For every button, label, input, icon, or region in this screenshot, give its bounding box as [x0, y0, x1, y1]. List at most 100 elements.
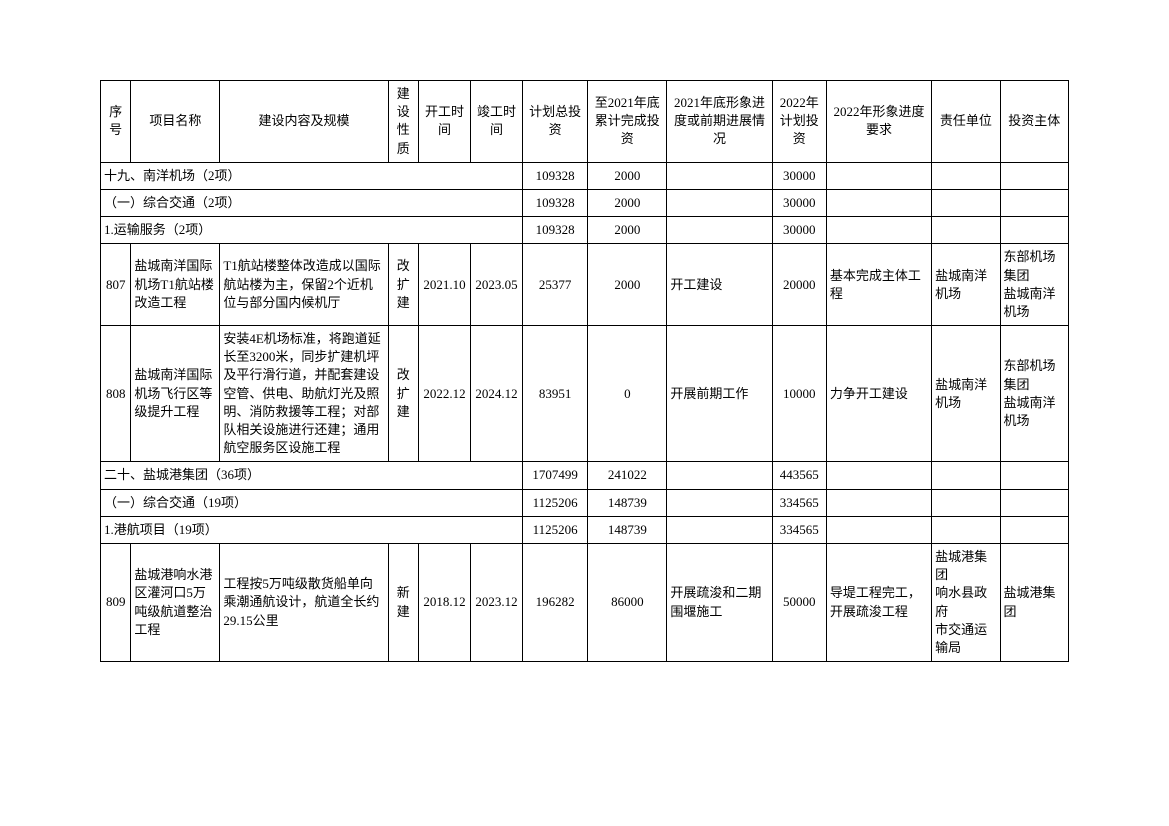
section-title: 十九、南洋机场（2项） — [101, 162, 523, 189]
header-name: 项目名称 — [131, 81, 220, 163]
cell-investor: 东部机场集团盐城南洋机场 — [1000, 326, 1068, 462]
cell-end: 2023.05 — [471, 244, 523, 326]
header-end: 竣工时间 — [471, 81, 523, 163]
section-totalinvest: 109328 — [523, 162, 588, 189]
section-empty — [667, 162, 772, 189]
section-cumulative: 2000 — [588, 189, 667, 216]
section-empty — [932, 217, 1000, 244]
table-row: 809 盐城港响水港区灌河口5万吨级航道整治工程 工程按5万吨级散货船单向乘潮通… — [101, 543, 1069, 661]
cell-req2022: 基本完成主体工程 — [826, 244, 931, 326]
section-totalinvest: 1125206 — [523, 489, 588, 516]
section-empty — [932, 489, 1000, 516]
header-nature: 建设性质 — [388, 81, 418, 163]
section-cumulative: 2000 — [588, 217, 667, 244]
cell-plan2022: 10000 — [772, 326, 826, 462]
cell-unit: 盐城南洋机场 — [932, 326, 1000, 462]
section-plan2022: 334565 — [772, 489, 826, 516]
cell-nature: 改扩建 — [388, 244, 418, 326]
header-row: 序号 项目名称 建设内容及规模 建设性质 开工时间 竣工时间 计划总投资 至20… — [101, 81, 1069, 163]
cell-totalinvest: 25377 — [523, 244, 588, 326]
cell-cumulative: 0 — [588, 326, 667, 462]
header-investor: 投资主体 — [1000, 81, 1068, 163]
project-table: 序号 项目名称 建设内容及规模 建设性质 开工时间 竣工时间 计划总投资 至20… — [100, 80, 1069, 662]
cell-progress2021: 开工建设 — [667, 244, 772, 326]
cell-cumulative: 86000 — [588, 543, 667, 661]
section-empty — [667, 462, 772, 489]
section-row: （一）综合交通（2项） 109328 2000 30000 — [101, 189, 1069, 216]
header-totalinvest: 计划总投资 — [523, 81, 588, 163]
section-empty — [826, 217, 931, 244]
cell-name: 盐城南洋国际机场飞行区等级提升工程 — [131, 326, 220, 462]
cell-plan2022: 20000 — [772, 244, 826, 326]
section-cumulative: 2000 — [588, 162, 667, 189]
section-empty — [667, 516, 772, 543]
table-row: 808 盐城南洋国际机场飞行区等级提升工程 安装4E机场标准，将跑道延长至320… — [101, 326, 1069, 462]
cell-content: T1航站楼整体改造成以国际航站楼为主，保留2个近机位与部分国内候机厅 — [220, 244, 388, 326]
section-row: 二十、盐城港集团（36项） 1707499 241022 443565 — [101, 462, 1069, 489]
section-totalinvest: 109328 — [523, 189, 588, 216]
header-unit: 责任单位 — [932, 81, 1000, 163]
cell-investor: 东部机场集团盐城南洋机场 — [1000, 244, 1068, 326]
section-plan2022: 443565 — [772, 462, 826, 489]
section-empty — [1000, 489, 1068, 516]
section-cumulative: 241022 — [588, 462, 667, 489]
section-empty — [1000, 162, 1068, 189]
section-empty — [1000, 462, 1068, 489]
table-row: 807 盐城南洋国际机场T1航站楼改造工程 T1航站楼整体改造成以国际航站楼为主… — [101, 244, 1069, 326]
cell-seq: 808 — [101, 326, 131, 462]
section-cumulative: 148739 — [588, 516, 667, 543]
section-empty — [826, 189, 931, 216]
cell-nature: 新建 — [388, 543, 418, 661]
header-cumulative: 至2021年底累计完成投资 — [588, 81, 667, 163]
header-plan2022: 2022年计划投资 — [772, 81, 826, 163]
section-empty — [826, 489, 931, 516]
cell-start: 2018.12 — [418, 543, 470, 661]
cell-name: 盐城南洋国际机场T1航站楼改造工程 — [131, 244, 220, 326]
cell-content: 工程按5万吨级散货船单向乘潮通航设计，航道全长约29.15公里 — [220, 543, 388, 661]
header-req2022: 2022年形象进度要求 — [826, 81, 931, 163]
section-title: 二十、盐城港集团（36项） — [101, 462, 523, 489]
section-cumulative: 148739 — [588, 489, 667, 516]
header-seq: 序号 — [101, 81, 131, 163]
cell-progress2021: 开展前期工作 — [667, 326, 772, 462]
cell-cumulative: 2000 — [588, 244, 667, 326]
header-start: 开工时间 — [418, 81, 470, 163]
section-empty — [826, 516, 931, 543]
cell-nature: 改扩建 — [388, 326, 418, 462]
cell-end: 2023.12 — [471, 543, 523, 661]
section-plan2022: 334565 — [772, 516, 826, 543]
cell-req2022: 力争开工建设 — [826, 326, 931, 462]
section-plan2022: 30000 — [772, 217, 826, 244]
section-totalinvest: 109328 — [523, 217, 588, 244]
cell-start: 2021.10 — [418, 244, 470, 326]
section-empty — [667, 489, 772, 516]
section-empty — [932, 189, 1000, 216]
section-plan2022: 30000 — [772, 189, 826, 216]
section-title: 1.港航项目（19项） — [101, 516, 523, 543]
cell-req2022: 导堤工程完工，开展疏浚工程 — [826, 543, 931, 661]
section-row: 1.运输服务（2项） 109328 2000 30000 — [101, 217, 1069, 244]
section-title: 1.运输服务（2项） — [101, 217, 523, 244]
section-empty — [667, 217, 772, 244]
cell-name: 盐城港响水港区灌河口5万吨级航道整治工程 — [131, 543, 220, 661]
header-content: 建设内容及规模 — [220, 81, 388, 163]
cell-end: 2024.12 — [471, 326, 523, 462]
cell-start: 2022.12 — [418, 326, 470, 462]
cell-content: 安装4E机场标准，将跑道延长至3200米，同步扩建机坪及平行滑行道，并配套建设空… — [220, 326, 388, 462]
section-empty — [1000, 516, 1068, 543]
cell-seq: 809 — [101, 543, 131, 661]
section-row: 十九、南洋机场（2项） 109328 2000 30000 — [101, 162, 1069, 189]
section-empty — [932, 516, 1000, 543]
cell-seq: 807 — [101, 244, 131, 326]
cell-investor: 盐城港集团 — [1000, 543, 1068, 661]
cell-unit: 盐城港集团响水县政府市交通运输局 — [932, 543, 1000, 661]
cell-totalinvest: 196282 — [523, 543, 588, 661]
section-empty — [932, 162, 1000, 189]
section-totalinvest: 1125206 — [523, 516, 588, 543]
section-empty — [667, 189, 772, 216]
cell-unit: 盐城南洋机场 — [932, 244, 1000, 326]
section-title: （一）综合交通（2项） — [101, 189, 523, 216]
section-empty — [1000, 189, 1068, 216]
section-row: （一）综合交通（19项） 1125206 148739 334565 — [101, 489, 1069, 516]
cell-plan2022: 50000 — [772, 543, 826, 661]
